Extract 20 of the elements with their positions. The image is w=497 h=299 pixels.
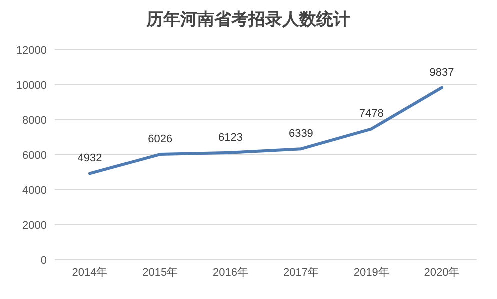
data-label: 6026 [148, 134, 173, 146]
y-tick-label: 0 [40, 254, 47, 267]
data-label: 4932 [78, 152, 102, 165]
x-tick-label: 2017年 [283, 266, 319, 279]
data-label: 6123 [218, 132, 244, 144]
data-label: 9837 [430, 66, 454, 79]
y-tick-label: 6000 [22, 150, 47, 162]
x-tick-label: 2014年 [72, 266, 108, 279]
y-tick-label: 4000 [22, 184, 47, 197]
x-tick-label: 2016年 [213, 266, 249, 279]
data-label: 6339 [288, 128, 314, 140]
x-tick-label: 2015年 [142, 266, 178, 279]
y-tick-label: 12000 [16, 44, 47, 57]
chart-title: 历年河南省考招录人数统计 [145, 9, 352, 31]
y-tick-label: 10000 [16, 80, 47, 92]
x-tick-label: 2019年 [354, 266, 390, 279]
y-tick-label: 8000 [22, 114, 47, 127]
data-label: 7478 [359, 108, 384, 120]
y-tick-label: 2000 [22, 220, 47, 232]
x-tick-label: 2020年 [424, 266, 460, 279]
